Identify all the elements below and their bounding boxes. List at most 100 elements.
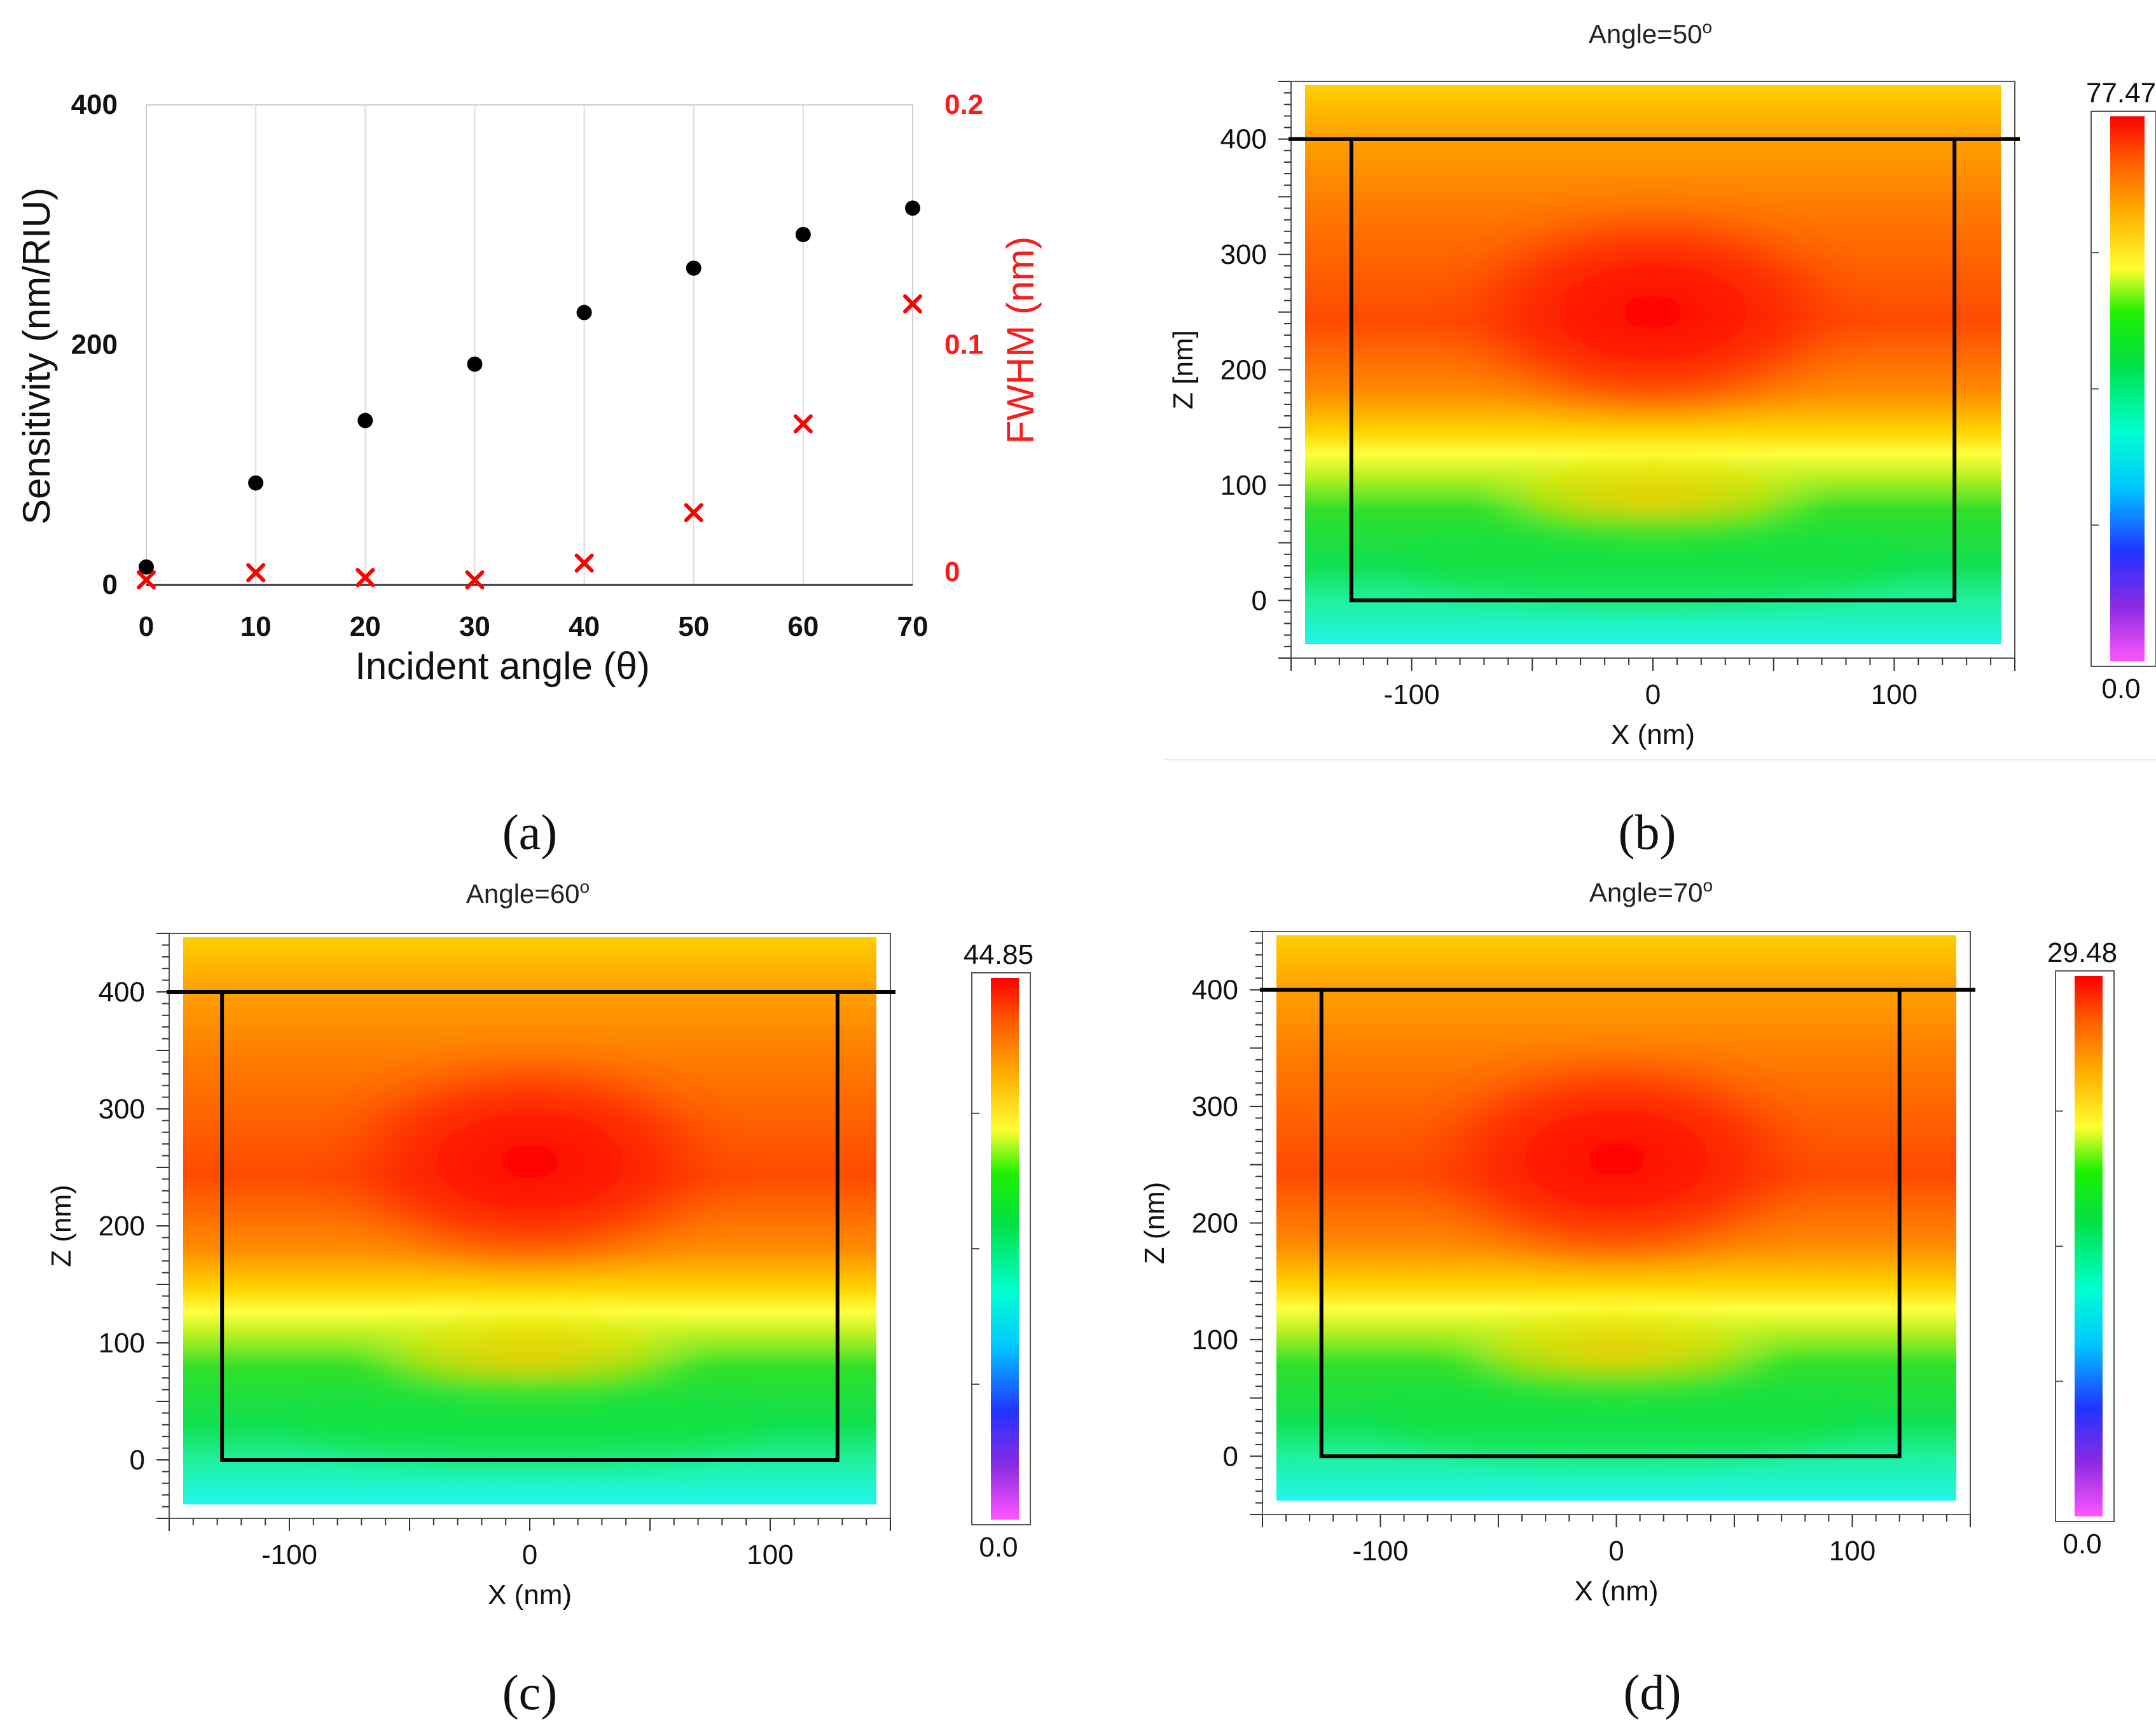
x-tick-label: 100: [747, 1539, 793, 1570]
field-map: [1305, 85, 2001, 644]
x-tick-label: 100: [1871, 679, 1918, 710]
y-tick-labels: 0 200 400: [71, 89, 118, 600]
y2-tick-label: 0.1: [944, 329, 983, 361]
y-tick-label: 400: [1220, 124, 1267, 155]
y-tick-label: 400: [99, 977, 145, 1008]
x-tick-label: 0: [1645, 679, 1661, 710]
y-tick-label: 400: [1192, 975, 1238, 1006]
colorbar-min-label: 0.0: [2063, 1529, 2101, 1560]
panel-title-text: Angle=60: [466, 879, 580, 909]
y2-tick-labels: 0 0.1 0.2: [944, 89, 983, 588]
field-green-band: [1415, 526, 1891, 605]
field-transition: [1439, 1300, 1793, 1403]
x-tick-label: -100: [1384, 679, 1440, 710]
vertical-gridlines: [146, 105, 913, 585]
panel-title-degree: o: [580, 877, 590, 897]
fwhm-point: [793, 414, 813, 434]
x-tick-label: 70: [897, 611, 929, 642]
nanostructure-outline: [1349, 139, 1957, 603]
y2-tick-label: 0: [944, 556, 960, 588]
y-tick-label: 100: [1192, 1324, 1238, 1356]
panel-title: Angle=70o: [1589, 876, 1713, 907]
y-tick-label: 100: [99, 1328, 145, 1359]
y-tick-label: 300: [1192, 1091, 1238, 1122]
sensitivity-point: [905, 200, 920, 216]
fwhm-point: [246, 563, 266, 582]
y-axis-label: Z [nm]: [1168, 330, 1199, 409]
y-tick-label: 400: [71, 89, 118, 120]
x-tick-label: 40: [569, 611, 600, 642]
y-tick-label: 200: [71, 329, 118, 361]
sensitivity-point: [795, 226, 811, 242]
sensitivity-point: [576, 305, 592, 320]
panel-title-degree: o: [1703, 17, 1713, 37]
colorbar-max-label: 44.85: [964, 939, 1033, 970]
sensitivity-point: [139, 559, 154, 575]
sensitivity-point: [686, 260, 701, 276]
panel-label-d: (d): [1624, 1665, 1682, 1720]
y2-axis-label: FWHM (nm): [999, 237, 1042, 444]
panel-a-scatter-chart: 0 10 20 30 40 50 60 70 0 200 400 0 0.1 0.2 Incident…: [15, 89, 1042, 860]
x-tick-label: 20: [350, 611, 381, 642]
y-tick-label: 200: [1192, 1208, 1238, 1239]
colorbar: [2110, 116, 2145, 661]
panel-title-degree: o: [1703, 876, 1713, 895]
panel-c-heatmap: -100 0 100 0 100 200 300 400 Angle=60o X (nm) Z (n…: [46, 877, 1033, 1720]
colorbar: [2075, 976, 2103, 1516]
field-transition: [349, 1303, 710, 1406]
y-tick-label: 300: [1220, 239, 1267, 270]
fwhm-point: [465, 570, 485, 589]
fwhm-point: [356, 568, 375, 588]
sensitivity-point: [357, 413, 373, 429]
x-tick-label: 0: [139, 611, 154, 642]
x-tick-label: 30: [459, 611, 490, 642]
panel-label-b: (b): [1619, 804, 1676, 860]
x-axis-label: Incident angle (θ): [355, 645, 650, 687]
x-tick-label: 0: [1608, 1536, 1624, 1567]
x-tick-label: 50: [678, 611, 709, 642]
x-tick-label: -100: [1352, 1536, 1408, 1567]
field-transition: [1472, 446, 1834, 547]
panel-b-heatmap: -100 0 100 0 100 200 300 400 Angle=50o X (nm) Z [n…: [1168, 17, 2156, 860]
panel-title-text: Angle=70: [1589, 877, 1703, 907]
y-tick-label: 0: [102, 569, 118, 600]
panel-d-heatmap: -100 0 100 0 100 200 300 400 Angle=70o X (nm) Z (n…: [1139, 876, 2117, 1720]
x-tick-label: 60: [787, 611, 819, 642]
field-map: [183, 937, 876, 1504]
panel-label-c: (c): [502, 1665, 558, 1720]
x-tick-labels: 0 10 20 30 40 50 60 70: [139, 611, 929, 642]
panel-title-text: Angle=50: [1589, 19, 1703, 49]
y-tick-label: 0: [1223, 1441, 1238, 1472]
y-tick-label: 300: [99, 1094, 145, 1125]
x-tick-label: 0: [522, 1539, 537, 1570]
y-tick-label: 100: [1220, 470, 1267, 501]
x-tick-label: 10: [240, 611, 272, 642]
fwhm-point: [903, 294, 922, 313]
colorbar-max-label: 77.47: [2086, 78, 2156, 109]
x-axis-label: X (nm): [488, 1579, 572, 1611]
colorbar-min-label: 0.0: [979, 1532, 1018, 1563]
sensitivity-series: [139, 200, 920, 575]
y-axis-label: Z (nm): [46, 1185, 77, 1267]
y-tick-label: 200: [99, 1211, 145, 1242]
plot-frame: [146, 104, 913, 586]
field-green-band: [1384, 1382, 1849, 1461]
nanostructure-outline: [220, 992, 840, 1462]
colorbar-min-label: 0.0: [2101, 673, 2140, 704]
fwhm-point: [574, 553, 594, 573]
colorbar: [991, 978, 1019, 1520]
sensitivity-point: [248, 475, 264, 491]
fwhm-series: [137, 294, 922, 589]
x-tick-label: -100: [261, 1539, 317, 1570]
fwhm-point: [684, 503, 703, 523]
field-hotspot: [1406, 1045, 1827, 1272]
x-axis-label: X (nm): [1611, 719, 1695, 750]
y-tick-label: 0: [130, 1445, 145, 1476]
panel-label-a: (a): [502, 804, 558, 860]
y-axis-label: Sensitivity (nm/RIU): [15, 188, 58, 525]
x-tick-label: 100: [1829, 1536, 1876, 1567]
x-axis-label: X (nm): [1575, 1576, 1659, 1607]
y-tick-label: 200: [1220, 355, 1267, 386]
field-map: [1276, 935, 1956, 1501]
